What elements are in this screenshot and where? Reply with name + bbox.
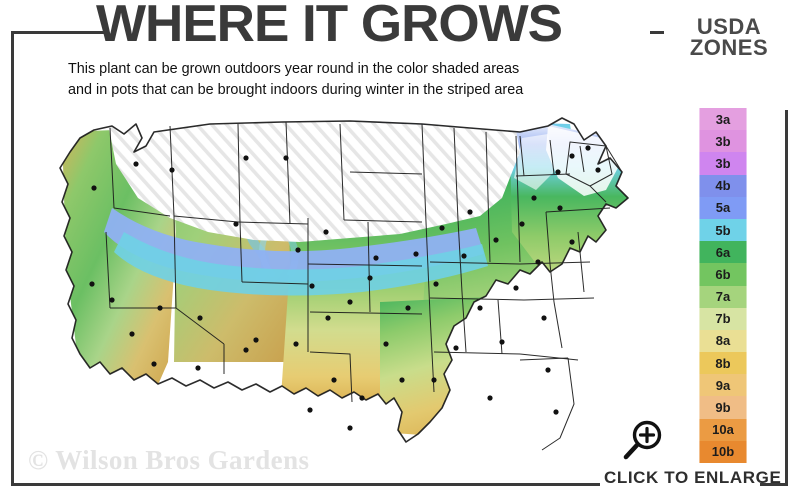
usda-zone-map[interactable] [50,112,670,452]
copyright-watermark: © Wilson Bros Gardens [28,445,310,475]
legend-swatch-10a-14[interactable]: 10a [699,418,747,441]
page-title: WHERE IT GROWS [96,0,563,53]
legend-heading-line-1: USDA [696,14,762,39]
state-boundaries [59,117,629,451]
zone-5b-band [114,232,488,296]
striped-region [108,120,520,242]
region-florida [520,360,574,442]
legend-swatch-8a-10[interactable]: 8a [699,329,747,353]
region-southeast [380,292,598,442]
legend-swatch-3b-1[interactable]: 3b [699,130,747,153]
click-to-enlarge-label[interactable]: CLICK TO ENLARGE [604,468,782,487]
legend-swatch-3b-2[interactable]: 3b [699,152,747,175]
legend-swatch-10b-15[interactable]: 10b [699,440,747,463]
legend-swatch-8b-11[interactable]: 8b [699,352,747,375]
usda-zone-legend[interactable]: 3a 3b 3b 4b 5a 5b 6a 6b 7a 7b 8a 8b 9a 9b 10a 10b [698,107,748,464]
map-svg [59,117,629,451]
magnifier-plus-icon[interactable] [620,418,666,464]
legend-swatch-5a-4[interactable]: 5a [699,196,747,219]
legend-swatch-9a-12[interactable]: 9a [699,374,747,397]
legend-swatch-6a-6[interactable]: 6a [699,241,747,264]
legend-swatch-9b-13[interactable]: 9b [699,396,747,419]
city-dots [89,145,601,431]
legend-heading-line-2: ZONES [689,35,769,60]
legend-swatch-3a-0[interactable]: 3a [699,108,747,131]
subtitle-line-1: This plant can be grown outdoors year ro… [68,61,520,77]
legend-swatch-5b-5[interactable]: 5b [699,218,747,242]
legend-swatch-4b-3[interactable]: 4b [699,174,747,197]
legend-heading: USDA ZONES [670,14,788,60]
subtitle: This plant can be grown outdoors year ro… [68,59,668,101]
legend-swatch-6b-7[interactable]: 6b [699,263,747,286]
subtitle-line-2: and in pots that can be brought indoors … [68,82,524,98]
legend-swatch-7b-9[interactable]: 7b [699,307,747,330]
legend-swatch-7a-8[interactable]: 7a [699,285,747,308]
